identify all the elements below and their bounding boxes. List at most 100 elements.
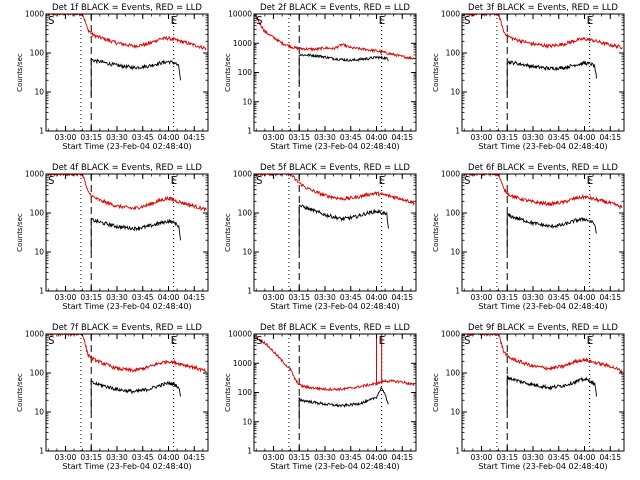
- y-tick-label: 100: [238, 209, 253, 218]
- x-tick-label: 03:00: [471, 453, 493, 462]
- y-tick-label: 10: [34, 248, 44, 257]
- start-marker-label: S: [464, 14, 471, 27]
- x-tick-label: 03:15: [288, 133, 310, 142]
- x-tick-label: 03:30: [314, 453, 336, 462]
- series-red-line: [462, 174, 623, 210]
- x-tick-label: 04:15: [183, 453, 205, 462]
- end-marker-label: E: [379, 334, 386, 347]
- y-axis-label: Counts/sec: [224, 53, 232, 92]
- y-tick-label: 10: [450, 88, 460, 97]
- x-axis-label: Start Time (23-Feb-04 02:48:40): [270, 302, 399, 311]
- series-black-line: [298, 203, 389, 252]
- panel-title: Det 7f BLACK = Events, RED = LLD: [52, 323, 202, 333]
- panel-title: Det 1f BLACK = Events, RED = LLD: [52, 3, 202, 13]
- series-black-line: [506, 375, 597, 412]
- panel-title: Det 8f BLACK = Events, RED = LLD: [260, 323, 410, 333]
- y-tick-label: 100: [30, 209, 45, 218]
- y-tick-label: 1: [455, 447, 460, 456]
- y-tick-label: 100: [30, 369, 45, 378]
- plot-frame: [45, 333, 209, 452]
- series-black-line: [506, 60, 597, 94]
- start-marker-label: S: [48, 14, 55, 27]
- y-tick-label: 10: [450, 408, 460, 417]
- y-axis-label: Counts/sec: [432, 53, 440, 92]
- x-tick-label: 03:30: [106, 293, 128, 302]
- x-tick-label: 03:30: [522, 453, 544, 462]
- plot-frame: [253, 13, 417, 132]
- y-axis-label: Counts/sec: [16, 373, 24, 412]
- plot-frame: [253, 173, 417, 292]
- x-tick-label: 03:00: [471, 133, 493, 142]
- series-red-line: [462, 334, 623, 375]
- x-axis-label: Start Time (23-Feb-04 02:48:40): [62, 302, 191, 311]
- x-axis-label: Start Time (23-Feb-04 02:48:40): [478, 462, 607, 471]
- x-tick-label: 04:15: [391, 293, 413, 302]
- y-tick-label: 100: [238, 68, 253, 77]
- x-axis-label: Start Time (23-Feb-04 02:48:40): [478, 302, 607, 311]
- panel-title: Det 9f BLACK = Events, RED = LLD: [468, 323, 618, 333]
- panel-title: Det 2f BLACK = Events, RED = LLD: [260, 3, 410, 13]
- y-tick-label: 1: [247, 287, 252, 296]
- end-marker-label: E: [171, 174, 178, 187]
- y-tick-label: 1000: [441, 330, 460, 339]
- x-tick-label: 04:15: [183, 293, 205, 302]
- y-tick-label: 1000: [25, 170, 44, 179]
- x-tick-label: 03:00: [55, 453, 77, 462]
- y-tick-label: 10000: [228, 330, 252, 339]
- end-marker-label: E: [587, 14, 594, 27]
- y-tick-label: 10: [242, 97, 252, 106]
- x-tick-label: 03:45: [548, 293, 570, 302]
- x-tick-label: 03:30: [522, 293, 544, 302]
- x-tick-label: 04:00: [574, 453, 596, 462]
- y-axis-label: Counts/sec: [16, 53, 24, 92]
- series-black-line: [298, 53, 389, 85]
- y-tick-label: 1000: [233, 39, 252, 48]
- end-marker-label: E: [587, 334, 594, 347]
- x-tick-label: 03:30: [314, 133, 336, 142]
- start-marker-label: S: [48, 334, 55, 347]
- x-tick-label: 03:15: [80, 453, 102, 462]
- x-tick-label: 03:45: [132, 133, 154, 142]
- x-tick-label: 04:00: [158, 293, 180, 302]
- panel-4: Det 4f BLACK = Events, RED = LLD 1 10 100 10…: [16, 163, 209, 311]
- start-marker-label: S: [256, 174, 263, 187]
- panel-1: Det 1f BLACK = Events, RED = LLD 1 10 100 10…: [16, 3, 209, 151]
- plot-frame: [253, 333, 417, 452]
- y-tick-label: 10: [242, 248, 252, 257]
- x-tick-label: 04:15: [599, 133, 621, 142]
- x-axis-label: Start Time (23-Feb-04 02:48:40): [270, 462, 399, 471]
- plot-frame: [45, 173, 209, 292]
- y-tick-label: 1: [247, 127, 252, 136]
- y-axis-label: Counts/sec: [16, 213, 24, 252]
- x-tick-label: 03:30: [106, 133, 128, 142]
- end-marker-label: E: [171, 334, 178, 347]
- start-marker-label: S: [256, 14, 263, 27]
- x-tick-label: 03:45: [548, 453, 570, 462]
- panel-8: Det 8f BLACK = Events, RED = LLD 1 10 100 10…: [224, 323, 417, 471]
- y-tick-label: 1: [39, 127, 44, 136]
- series-black-line: [506, 212, 597, 252]
- series-red-line: [462, 14, 623, 50]
- x-tick-label: 03:00: [263, 133, 285, 142]
- series-red-line: [254, 334, 415, 392]
- series-red-line: [254, 14, 415, 61]
- panel-9: Det 9f BLACK = Events, RED = LLD 1 10 100 10…: [432, 323, 625, 471]
- panel-6: Det 6f BLACK = Events, RED = LLD 1 10 100 10…: [432, 163, 625, 311]
- y-axis-label: Counts/sec: [224, 373, 232, 412]
- x-tick-label: 03:45: [340, 453, 362, 462]
- y-tick-label: 100: [446, 369, 461, 378]
- y-tick-label: 10: [34, 88, 44, 97]
- x-tick-label: 04:15: [391, 133, 413, 142]
- y-axis-label: Counts/sec: [432, 373, 440, 412]
- x-tick-label: 03:45: [340, 293, 362, 302]
- series-black-line: [90, 379, 181, 412]
- y-tick-label: 1000: [25, 10, 44, 19]
- x-tick-label: 04:00: [366, 293, 388, 302]
- x-tick-label: 03:00: [55, 133, 77, 142]
- y-tick-label: 10: [34, 408, 44, 417]
- x-tick-label: 03:30: [106, 453, 128, 462]
- x-tick-label: 03:15: [288, 293, 310, 302]
- y-tick-label: 10000: [228, 10, 252, 19]
- y-tick-label: 1000: [25, 330, 44, 339]
- x-tick-label: 04:15: [599, 293, 621, 302]
